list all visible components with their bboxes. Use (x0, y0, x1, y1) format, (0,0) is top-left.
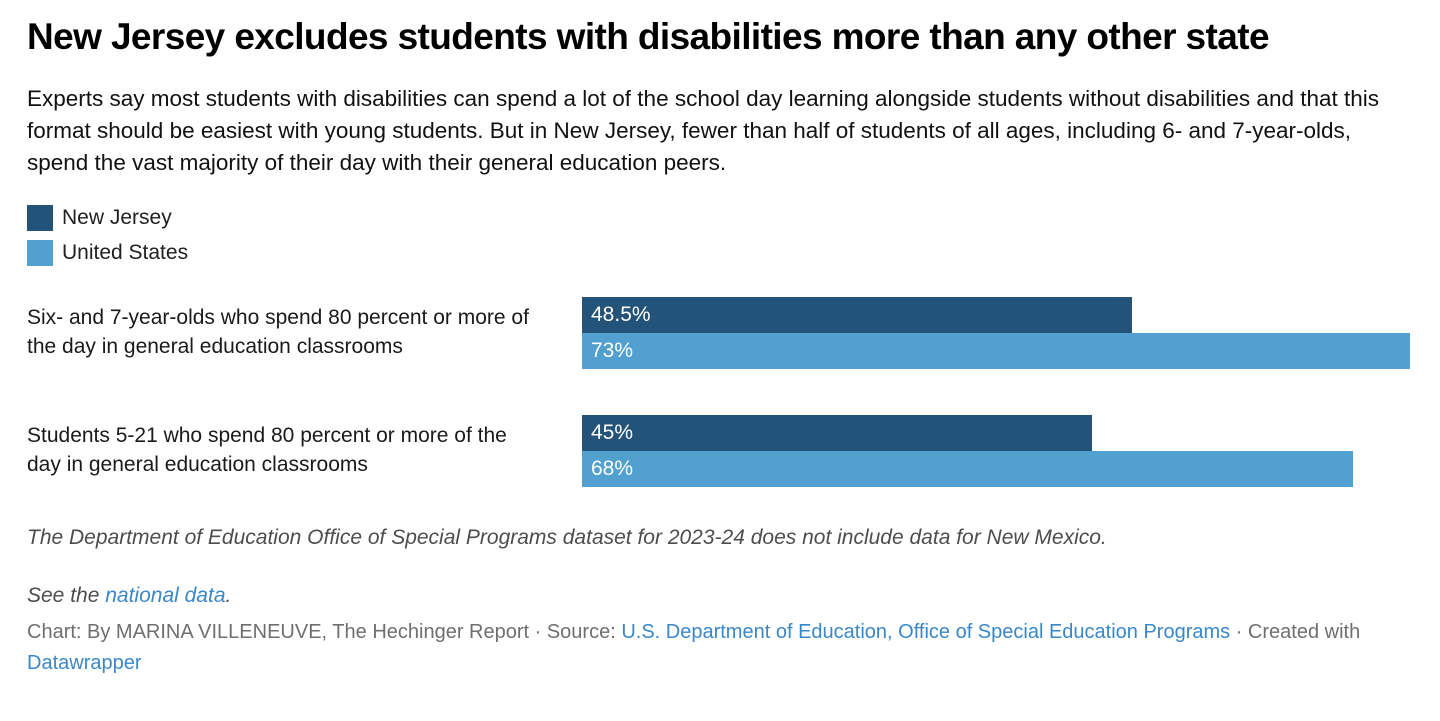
bar-value-label: 68% (591, 456, 634, 480)
bar-value-label: 48.5% (591, 302, 651, 326)
see-national-data-line: See the national data. (27, 584, 1410, 608)
bar-group: 48.5% 73% (582, 296, 1410, 369)
row-label: Students 5-21 who spend 80 percent or mo… (27, 423, 507, 476)
chart-description: Experts say most students with disabilit… (27, 85, 1380, 175)
bar-new-jersey: 45% (582, 414, 1093, 451)
legend: New Jersey United States (27, 204, 1410, 266)
bar-value-label: 73% (591, 338, 634, 362)
bar-united-states: 68% (582, 450, 1354, 487)
national-data-link[interactable]: national data (105, 583, 226, 607)
bar-united-states: 73% (582, 332, 1410, 369)
bar-row-students-5-21: Students 5-21 who spend 80 percent or mo… (27, 414, 1410, 487)
bar-group: 45% 68% (582, 414, 1410, 487)
chart-page: New Jersey excludes students with disabi… (27, 16, 1410, 679)
bar-chart: Six- and 7-year-olds who spend 80 percen… (27, 296, 1410, 487)
bar-row-six-seven-year-olds: Six- and 7-year-olds who spend 80 percen… (27, 296, 1410, 369)
see-period: . (225, 583, 232, 607)
source-link[interactable]: U.S. Department of Education, Office of … (621, 620, 1231, 643)
datawrapper-link[interactable]: Datawrapper (27, 651, 142, 674)
legend-item-new-jersey: New Jersey (27, 204, 1410, 231)
byline-prefix: Chart: By MARINA VILLENEUVE, The Heching… (27, 620, 622, 643)
byline-middle: · Created with (1230, 620, 1361, 643)
page-title: New Jersey excludes students with disabi… (27, 16, 1270, 57)
byline: Chart: By MARINA VILLENEUVE, The Heching… (27, 617, 1410, 679)
see-the-text: See the (27, 583, 106, 607)
new-jersey-swatch-icon (27, 204, 53, 231)
legend-label-united-states: United States (62, 240, 189, 264)
bar-value-label: 45% (591, 420, 634, 444)
legend-item-united-states: United States (27, 239, 1410, 266)
row-label: Six- and 7-year-olds who spend 80 percen… (27, 305, 529, 358)
dataset-note: The Department of Education Office of Sp… (27, 525, 1107, 549)
bar-new-jersey: 48.5% (582, 296, 1133, 333)
united-states-swatch-icon (27, 239, 53, 266)
legend-label-new-jersey: New Jersey (62, 205, 172, 229)
